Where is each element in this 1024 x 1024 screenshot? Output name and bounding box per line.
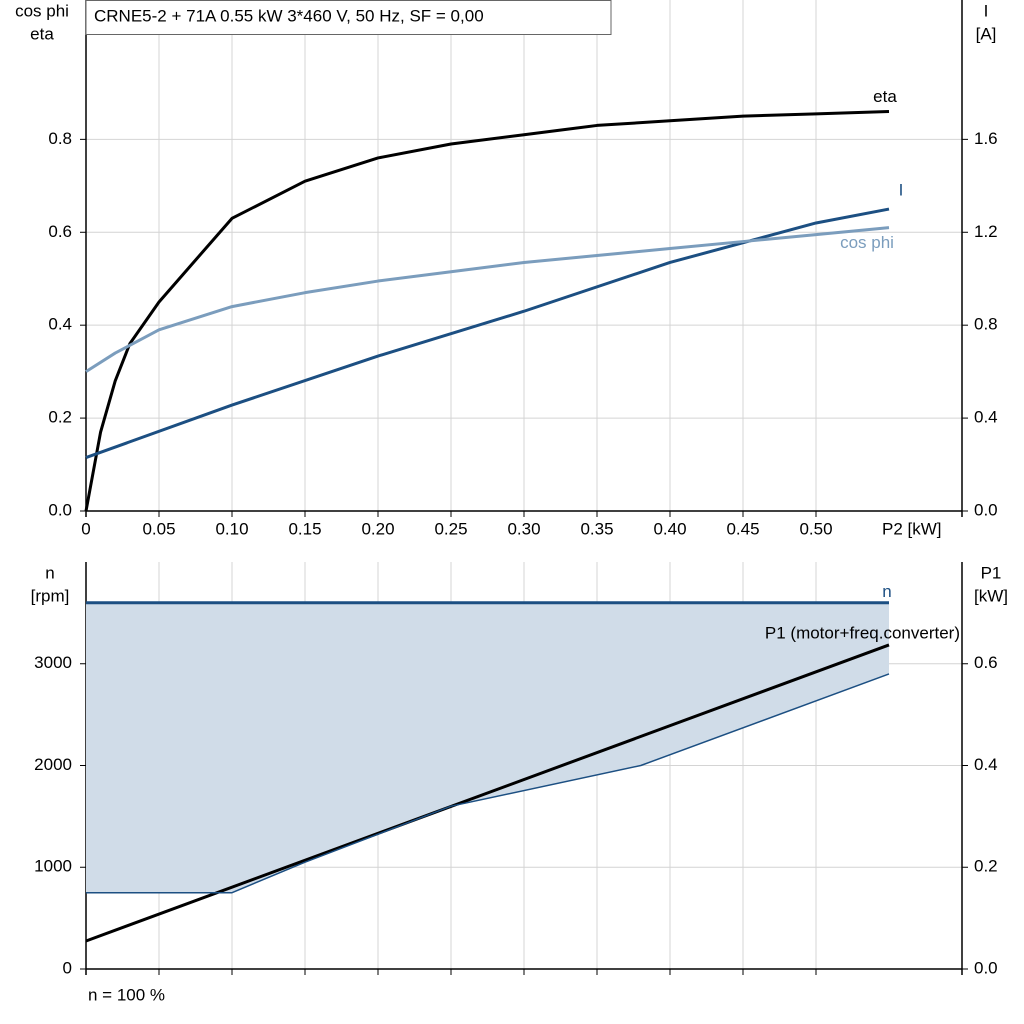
x-tick-label: 0.35 (580, 519, 613, 538)
x-tick-label: 0 (81, 519, 90, 538)
series-label: cos phi (840, 233, 894, 252)
y-axis-label: n (45, 563, 54, 582)
y-tick-label: 0 (63, 958, 72, 977)
y-tick-label: 0.6 (48, 222, 72, 241)
series-label: n (882, 582, 891, 601)
y-tick-label: 0.4 (48, 315, 72, 334)
series-label: I (899, 181, 904, 200)
y2-axis-label: P1 (981, 563, 1002, 582)
x-tick-label: 0.10 (215, 519, 248, 538)
y-tick-label: 0.2 (48, 408, 72, 427)
y2-tick-label: 1.2 (974, 222, 998, 241)
y-tick-label: 1000 (34, 857, 72, 876)
y2-axis-label: [kW] (974, 586, 1008, 605)
y2-axis-label: [A] (976, 24, 997, 43)
y2-tick-label: 0.0 (974, 500, 998, 519)
y2-tick-label: 0.4 (974, 408, 998, 427)
y2-tick-label: 0.6 (974, 653, 998, 672)
x-tick-label: 0.20 (361, 519, 394, 538)
y-tick-label: 3000 (34, 653, 72, 672)
series-line (85, 207, 890, 459)
y2-axis-label: I (984, 1, 989, 20)
x-axis-label: P2 [kW] (882, 519, 942, 538)
y-tick-label: 0.0 (48, 500, 72, 519)
x-tick-label: 0.30 (507, 519, 540, 538)
series-line (85, 643, 890, 943)
series-line (84, 109, 890, 512)
area-fill (86, 602, 889, 893)
x-tick-label: 0.15 (288, 519, 321, 538)
y2-tick-label: 1.6 (974, 129, 998, 148)
chart-title: CRNE5-2 + 71A 0.55 kW 3*460 V, 50 Hz, SF… (94, 6, 484, 25)
y2-tick-label: 0.4 (974, 755, 998, 774)
y-axis-label: [rpm] (31, 586, 70, 605)
y-tick-label: 2000 (34, 755, 72, 774)
series-label: eta (873, 87, 897, 106)
x-tick-label: 0.45 (726, 519, 759, 538)
y2-tick-label: 0.0 (974, 958, 998, 977)
y2-tick-label: 0.2 (974, 857, 998, 876)
x-tick-label: 0.25 (434, 519, 467, 538)
series-line (85, 226, 890, 373)
y-axis-label: cos phi (15, 1, 69, 20)
x-tick-label: 0.50 (799, 519, 832, 538)
x-tick-label: 0.05 (142, 519, 175, 538)
series-line (86, 673, 890, 894)
series-label: P1 (motor+freq.converter) (765, 623, 960, 642)
title-box (85, 0, 612, 35)
x-axis-label: n = 100 % (88, 985, 165, 1004)
y-axis-label: eta (30, 24, 54, 43)
y-tick-label: 0.8 (48, 129, 72, 148)
y2-tick-label: 0.8 (974, 315, 998, 334)
x-tick-label: 0.40 (653, 519, 686, 538)
